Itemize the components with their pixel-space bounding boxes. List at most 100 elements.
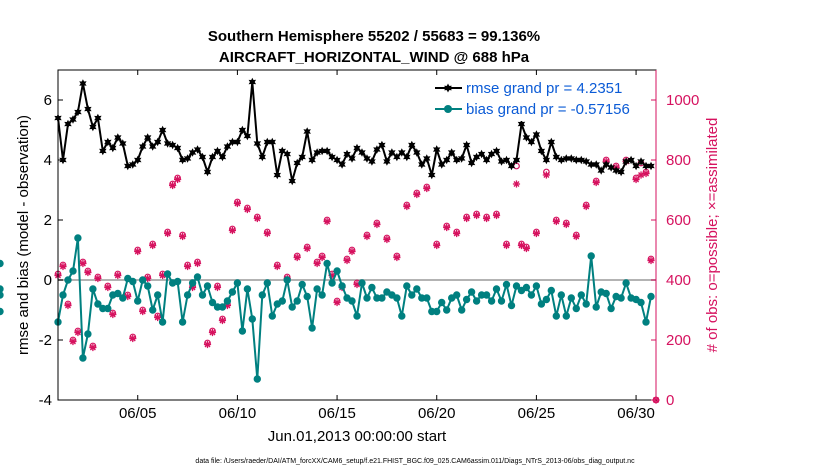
bias-marker bbox=[288, 303, 296, 311]
obs-assimilated-marker bbox=[208, 328, 217, 337]
obs-assimilated-stroke bbox=[583, 203, 590, 210]
obs-assimilated-stroke bbox=[74, 329, 81, 336]
bias-marker bbox=[149, 306, 157, 314]
obs-assimilated-stroke bbox=[304, 245, 311, 252]
rmse-marker bbox=[323, 146, 331, 156]
rmse-marker bbox=[378, 140, 386, 150]
obs-assimilated-marker bbox=[393, 253, 401, 262]
obs-assimilated-marker bbox=[552, 217, 560, 226]
obs-assimilated-marker bbox=[443, 223, 451, 232]
obs-assimilated-stroke bbox=[518, 242, 525, 249]
rmse-marker bbox=[622, 157, 630, 166]
obs-assimilated-stroke bbox=[483, 215, 490, 222]
legend-bias-marker bbox=[444, 105, 452, 113]
bias-marker bbox=[562, 312, 570, 320]
rmse-marker bbox=[288, 176, 296, 186]
bias-marker bbox=[318, 291, 326, 299]
obs-assimilated-marker bbox=[303, 244, 311, 253]
bias-marker bbox=[263, 279, 271, 287]
obs-assimilated-stroke bbox=[463, 215, 470, 222]
bias-marker bbox=[552, 312, 560, 320]
rmse-marker bbox=[418, 160, 426, 169]
rmse-marker bbox=[318, 146, 326, 156]
bias-marker bbox=[532, 282, 541, 290]
x-tick-label: 06/10 bbox=[219, 405, 257, 422]
bias-marker bbox=[268, 312, 276, 320]
rmse-marker bbox=[223, 142, 232, 151]
rmse-marker bbox=[637, 157, 645, 166]
bias-marker bbox=[482, 291, 491, 299]
obs-assimilated-marker bbox=[313, 259, 321, 268]
rmse-marker bbox=[139, 142, 147, 151]
rmse-marker bbox=[433, 145, 441, 154]
bias-marker bbox=[278, 297, 286, 305]
bias-marker bbox=[129, 277, 137, 286]
rmse-marker bbox=[163, 139, 172, 148]
obs-assimilated-marker bbox=[193, 259, 202, 268]
obs-assimilated-marker bbox=[318, 253, 326, 262]
rmse-marker bbox=[552, 152, 561, 162]
y-right-tick-label: 1000 bbox=[666, 92, 699, 109]
chart-title-line1: Southern Hemisphere 55202 / 55683 = 99.1… bbox=[208, 28, 540, 45]
obs-assimilated-marker bbox=[149, 241, 157, 250]
rmse-marker bbox=[408, 140, 416, 150]
rmse-marker bbox=[567, 154, 575, 163]
obs-assimilated-marker bbox=[129, 334, 137, 343]
rmse-marker bbox=[642, 161, 650, 171]
obs-assimilated-marker bbox=[228, 226, 237, 235]
legend-rmse-marker bbox=[444, 83, 452, 93]
obs-assimilated-stroke bbox=[64, 302, 71, 309]
x-axis-label: Jun.01,2013 00:00:00 start bbox=[268, 428, 447, 445]
rmse-marker bbox=[467, 158, 476, 168]
bias-marker bbox=[328, 279, 336, 287]
obs-assimilated-marker bbox=[502, 241, 511, 250]
plot-area bbox=[58, 70, 656, 400]
bias-marker bbox=[647, 292, 655, 301]
obs-assimilated-marker bbox=[263, 229, 271, 238]
obs-assimilated-marker bbox=[164, 229, 172, 238]
bias-marker bbox=[163, 270, 172, 278]
obs-assimilated-stroke bbox=[423, 185, 430, 192]
bias-marker bbox=[208, 298, 217, 307]
y-left-tick-label: 2 bbox=[44, 212, 52, 229]
chart-title-line2: AIRCRAFT_HORIZONTAL_WIND @ 688 hPa bbox=[219, 49, 530, 66]
bias-marker bbox=[303, 292, 311, 301]
rmse-marker bbox=[64, 119, 72, 129]
rmse-marker bbox=[472, 152, 481, 162]
bias-marker bbox=[547, 286, 555, 295]
rmse-marker bbox=[238, 125, 247, 135]
obs-assimilated-marker bbox=[59, 262, 67, 271]
obs-assimilated-marker bbox=[293, 253, 301, 262]
rmse-marker bbox=[144, 133, 152, 142]
bias-marker bbox=[358, 279, 366, 287]
bias-marker bbox=[353, 312, 361, 320]
rmse-marker bbox=[158, 125, 167, 135]
obs-assimilated-marker bbox=[243, 205, 251, 214]
y-left-tick-label: 6 bbox=[44, 92, 52, 109]
bias-marker bbox=[139, 276, 147, 284]
obs-assimilated-stroke bbox=[169, 182, 176, 189]
rmse-marker bbox=[273, 170, 281, 180]
obs-assimilated-marker bbox=[233, 199, 241, 208]
obs-assimilated-marker bbox=[114, 271, 122, 280]
rmse-marker bbox=[338, 160, 346, 169]
obs-assimilated-marker bbox=[178, 232, 187, 241]
bias-marker bbox=[308, 324, 316, 332]
bias-marker bbox=[577, 291, 585, 299]
bias-marker bbox=[203, 282, 212, 290]
rmse-marker bbox=[119, 139, 127, 148]
rmse-marker bbox=[134, 155, 142, 165]
y-right-tick-label: 400 bbox=[666, 272, 691, 289]
rmse-marker bbox=[562, 154, 570, 163]
rmse-marker bbox=[298, 152, 306, 162]
ticks-layer: 06/05 06/10 06/15 06/20 06/25 06/30 -4 -2 0 2 4 6 0 2… bbox=[39, 70, 699, 422]
obs-assimilated-stroke bbox=[513, 181, 520, 187]
y-left-tick-label: -2 bbox=[39, 332, 52, 349]
rmse-marker bbox=[522, 133, 531, 142]
rmse-marker bbox=[452, 155, 461, 165]
rmse-marker bbox=[208, 152, 217, 162]
obs-assimilated-stroke bbox=[533, 230, 540, 237]
y-right-tick-label: 800 bbox=[666, 152, 691, 169]
bias-marker bbox=[438, 298, 446, 307]
